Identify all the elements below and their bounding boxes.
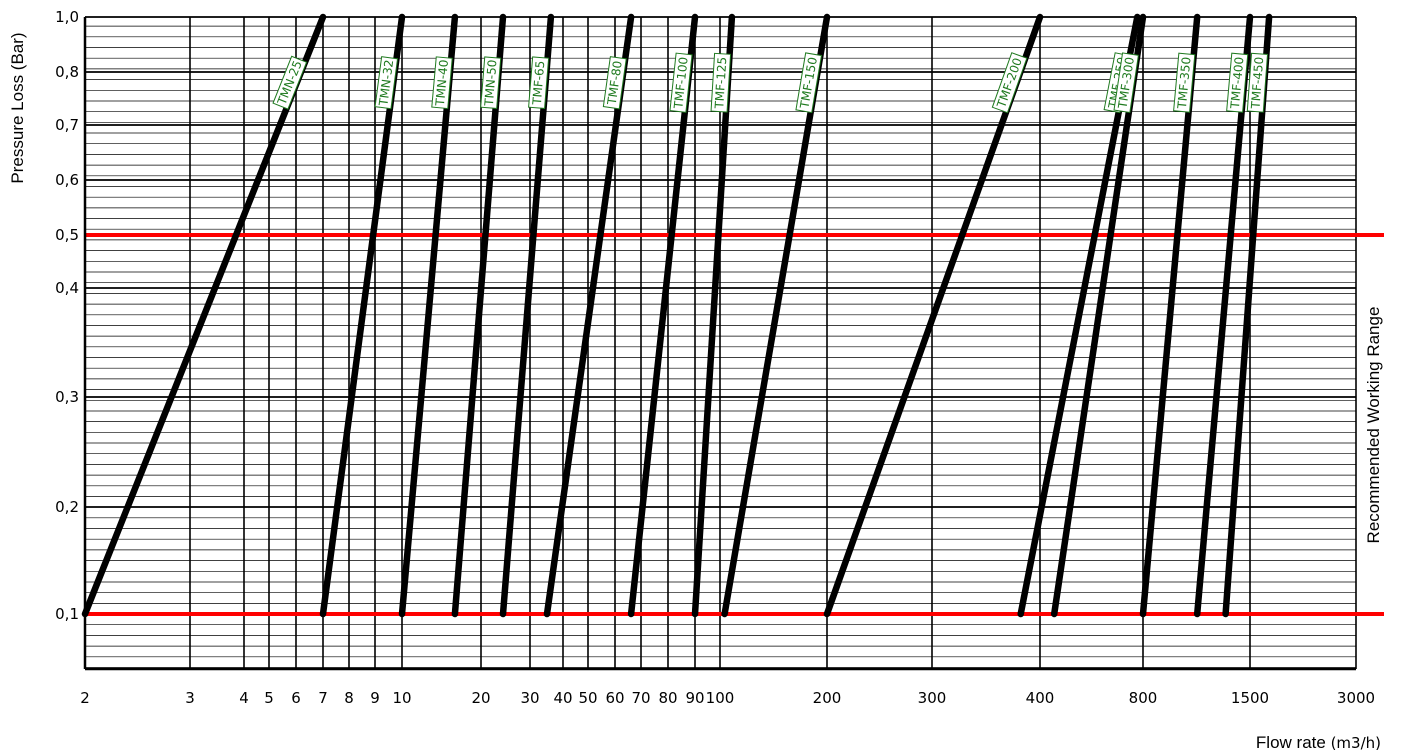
x-tick-label: 60 [605, 689, 624, 707]
side-label: Recommended Working Range [1364, 307, 1383, 544]
y-tick-label: 0,6 [55, 171, 79, 189]
x-tick-label: 20 [471, 689, 490, 707]
series-line [1193, 13, 1254, 618]
series-label-box [1173, 52, 1196, 113]
series-label: TMF-150 [795, 52, 823, 114]
series-line [499, 13, 555, 618]
y-tick-label: 0,2 [55, 498, 79, 516]
series-label-box [1226, 52, 1249, 113]
x-tick-label: 300 [918, 689, 947, 707]
x-tick-label: 400 [1026, 689, 1055, 707]
x-tick-label: 30 [520, 689, 539, 707]
series-label: TMF-350 [1173, 52, 1196, 113]
series-line [627, 13, 699, 618]
series-label: TMF-450 [1246, 52, 1269, 113]
series-label: TMF-65 [528, 56, 550, 109]
x-tick-label: 40 [553, 689, 572, 707]
series-label: TMF-100 [669, 52, 693, 113]
series-line [398, 13, 459, 618]
series-line [1050, 13, 1147, 618]
series-line [319, 13, 406, 618]
series-label: TMF-200 [991, 52, 1028, 114]
x-tick-label: 50 [578, 689, 597, 707]
axes: 0,1 0,2 0,3 0,4 0,5 0,6 0,7 0,8 1,0 2 3 4 5 6 7 8 9 10 20 3… [55, 8, 1375, 707]
x-tick-label: 4 [239, 689, 249, 707]
series-label-box [991, 52, 1028, 114]
x-tick-label: 2 [80, 689, 90, 707]
series-label-text: TMF-65 [530, 60, 548, 106]
series-label: TMF-125 [710, 52, 732, 113]
series-label-text: TMF-200 [994, 56, 1025, 110]
series-line [721, 13, 831, 618]
x-tick-label: 3000 [1337, 689, 1375, 707]
series-labels: TMN-25 TMN-32 TMN-40 TMN-50 TMF-65 TMF-80 TMF-… [272, 52, 1269, 114]
series-label-box [795, 52, 823, 114]
series-label: TMF-400 [1226, 52, 1249, 113]
y-tick-label: 0,8 [55, 63, 79, 81]
series-line [81, 13, 327, 618]
series-label: TMN-40 [431, 56, 453, 110]
series-line [1222, 13, 1273, 618]
x-axis-unit: (m3/h) [1331, 734, 1381, 752]
x-tick-label: 80 [658, 689, 677, 707]
reference-lines [85, 233, 1384, 616]
series-label: TMF-80 [602, 56, 627, 110]
series-label-box [431, 56, 453, 110]
x-tick-label: 1500 [1231, 689, 1269, 707]
series-label-text: TMF-400 [1228, 56, 1247, 110]
x-tick-label: 9 [370, 689, 380, 707]
y-tick-label: 0,7 [55, 116, 79, 134]
series-label-text: TMF-350 [1175, 56, 1194, 110]
series-label-box [528, 56, 550, 109]
x-axis-title: Flow rate (m3/h) [1256, 733, 1381, 752]
series-label-text: TMF-80 [605, 60, 625, 107]
series-line [451, 13, 507, 618]
x-tick-label: 10 [392, 689, 411, 707]
series-label-box [1113, 52, 1139, 114]
x-tick-label: 800 [1129, 689, 1158, 707]
y-tick-label: 0,3 [55, 388, 79, 406]
y-tick-label: 0,1 [55, 605, 79, 623]
series-line [1017, 13, 1141, 618]
series-label-text: TMN-32 [376, 59, 396, 108]
series-label: TMN-50 [480, 56, 502, 109]
x-tick-label: 100 [706, 689, 735, 707]
series-line [1139, 13, 1201, 618]
series-label-box [480, 56, 502, 109]
series-label-text: TMF-125 [712, 56, 729, 110]
x-tick-label: 7 [318, 689, 328, 707]
series-line [543, 13, 635, 618]
x-tick-label: 70 [631, 689, 650, 707]
series-line [691, 13, 736, 618]
series-label-box [374, 56, 399, 110]
x-tick-label: 5 [264, 689, 274, 707]
series-label-text: TMN-50 [482, 59, 500, 107]
y-tick-label: 1,0 [55, 8, 79, 26]
series-label-text: TMF-100 [671, 56, 691, 110]
series-label-text: TMN-25 [274, 59, 304, 108]
x-axis-title-text: Flow rate [1256, 733, 1326, 752]
series-label-box [710, 52, 732, 113]
series-label-box [669, 52, 693, 113]
series-label-text: TMF-450 [1248, 56, 1266, 110]
series-label-box [272, 55, 308, 110]
x-tick-label: 200 [813, 689, 842, 707]
series-label-box [602, 56, 627, 110]
series-label-text: TMN-40 [433, 59, 451, 107]
series-label: TMN-32 [374, 56, 399, 110]
x-tick-label: 3 [185, 689, 195, 707]
y-tick-label: 0,5 [55, 226, 79, 244]
series-label-box [1246, 52, 1269, 113]
y-axis-title: Pressure Loss (Bar) [8, 32, 27, 183]
series-label: TMF-300 [1113, 52, 1139, 114]
y-tick-label: 0,4 [55, 279, 79, 297]
x-tick-label: 6 [291, 689, 301, 707]
series-line [823, 13, 1044, 618]
series-lines [81, 13, 1273, 618]
x-tick-label: 90 [685, 689, 704, 707]
x-tick-label: 8 [344, 689, 354, 707]
